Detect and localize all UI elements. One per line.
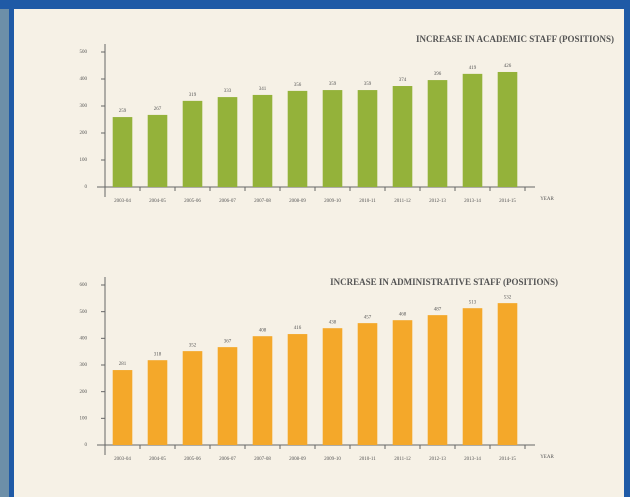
y-tick-label: 100 [80, 158, 88, 163]
y-tick-label: 200 [80, 390, 88, 395]
bar [322, 328, 343, 445]
x-tick-label: 2013-14 [464, 199, 481, 204]
chart-title: INCREASE IN ADMINISTRATIVE STAFF (POSITI… [330, 277, 558, 287]
y-tick-label: 400 [80, 77, 88, 82]
value-label: 359 [364, 82, 372, 87]
bar [147, 360, 168, 445]
y-tick-label: 400 [80, 336, 88, 341]
bar [252, 336, 273, 445]
x-tick-label: 2003-04 [114, 457, 131, 462]
x-tick-label: 2011-12 [394, 199, 411, 204]
value-label: 416 [294, 326, 302, 331]
bar [217, 97, 238, 187]
x-tick-label: 2013-14 [464, 457, 481, 462]
x-tick-label: 2011-12 [394, 457, 411, 462]
bar [497, 303, 518, 445]
bar [322, 90, 343, 187]
bar [462, 73, 483, 187]
x-tick-label: 2008-09 [289, 199, 306, 204]
y-tick-label: 300 [80, 104, 88, 109]
y-tick-label: 100 [80, 416, 88, 421]
value-label: 468 [399, 312, 407, 317]
value-label: 359 [329, 82, 337, 87]
panel [14, 8, 630, 497]
x-tick-label: 2012-13 [429, 457, 446, 462]
y-tick-label: 0 [85, 443, 88, 448]
frame-top [0, 0, 630, 9]
bar [497, 71, 518, 187]
value-label: 419 [469, 66, 477, 71]
x-tick-label: 2012-13 [429, 199, 446, 204]
bar [112, 117, 133, 187]
value-label: 259 [119, 109, 127, 114]
bar [182, 351, 203, 445]
bar [357, 90, 378, 187]
x-tick-label: 2007-08 [254, 457, 271, 462]
x-tick-label: 2006-07 [219, 457, 236, 462]
bar [252, 94, 273, 187]
y-tick-label: 200 [80, 131, 88, 136]
value-label: 352 [189, 343, 197, 348]
value-label: 319 [189, 93, 197, 98]
y-tick-label: 600 [80, 283, 88, 288]
value-label: 367 [224, 339, 232, 344]
x-tick-label: 2010-11 [359, 199, 376, 204]
bar [462, 308, 483, 445]
x-tick-label: 2014-15 [499, 199, 516, 204]
value-label: 457 [364, 315, 372, 320]
value-label: 267 [154, 107, 162, 112]
value-label: 513 [469, 300, 477, 305]
x-tick-label: 2009-10 [324, 199, 341, 204]
bar [182, 100, 203, 187]
y-tick-label: 300 [80, 363, 88, 368]
x-tick-label: 2005-06 [184, 199, 201, 204]
bar [112, 370, 133, 445]
value-label: 438 [329, 320, 337, 325]
bar [427, 315, 448, 445]
bar [392, 320, 413, 445]
x-tick-label: 2004-05 [149, 199, 166, 204]
bar [427, 80, 448, 187]
frame-right [624, 0, 630, 497]
x-axis-label: YEAR [540, 455, 554, 460]
x-tick-label: 2003-04 [114, 199, 131, 204]
x-tick-label: 2005-06 [184, 457, 201, 462]
value-label: 333 [224, 89, 232, 94]
frame-left [9, 0, 14, 497]
bar [287, 334, 308, 445]
value-label: 341 [259, 87, 267, 92]
x-tick-label: 2004-05 [149, 457, 166, 462]
chart-title: INCREASE IN ACADEMIC STAFF (POSITIONS) [416, 34, 614, 44]
y-tick-label: 0 [85, 185, 88, 190]
x-tick-label: 2010-11 [359, 457, 376, 462]
x-tick-label: 2008-09 [289, 457, 306, 462]
value-label: 487 [434, 307, 442, 312]
value-label: 356 [294, 83, 302, 88]
value-label: 281 [119, 362, 127, 367]
y-tick-label: 500 [80, 50, 88, 55]
value-label: 426 [504, 64, 512, 69]
bar [287, 90, 308, 187]
x-tick-label: 2006-07 [219, 199, 236, 204]
x-tick-label: 2007-08 [254, 199, 271, 204]
bar [392, 86, 413, 187]
value-label: 396 [434, 72, 442, 77]
bar [217, 347, 238, 445]
x-tick-label: 2009-10 [324, 457, 341, 462]
value-label: 374 [399, 78, 407, 83]
y-tick-label: 500 [80, 310, 88, 315]
bar [147, 114, 168, 187]
x-axis-label: YEAR [540, 197, 554, 202]
x-tick-label: 2014-15 [499, 457, 516, 462]
value-label: 318 [154, 352, 162, 357]
value-label: 408 [259, 328, 267, 333]
value-label: 532 [504, 295, 512, 300]
bar [357, 323, 378, 445]
